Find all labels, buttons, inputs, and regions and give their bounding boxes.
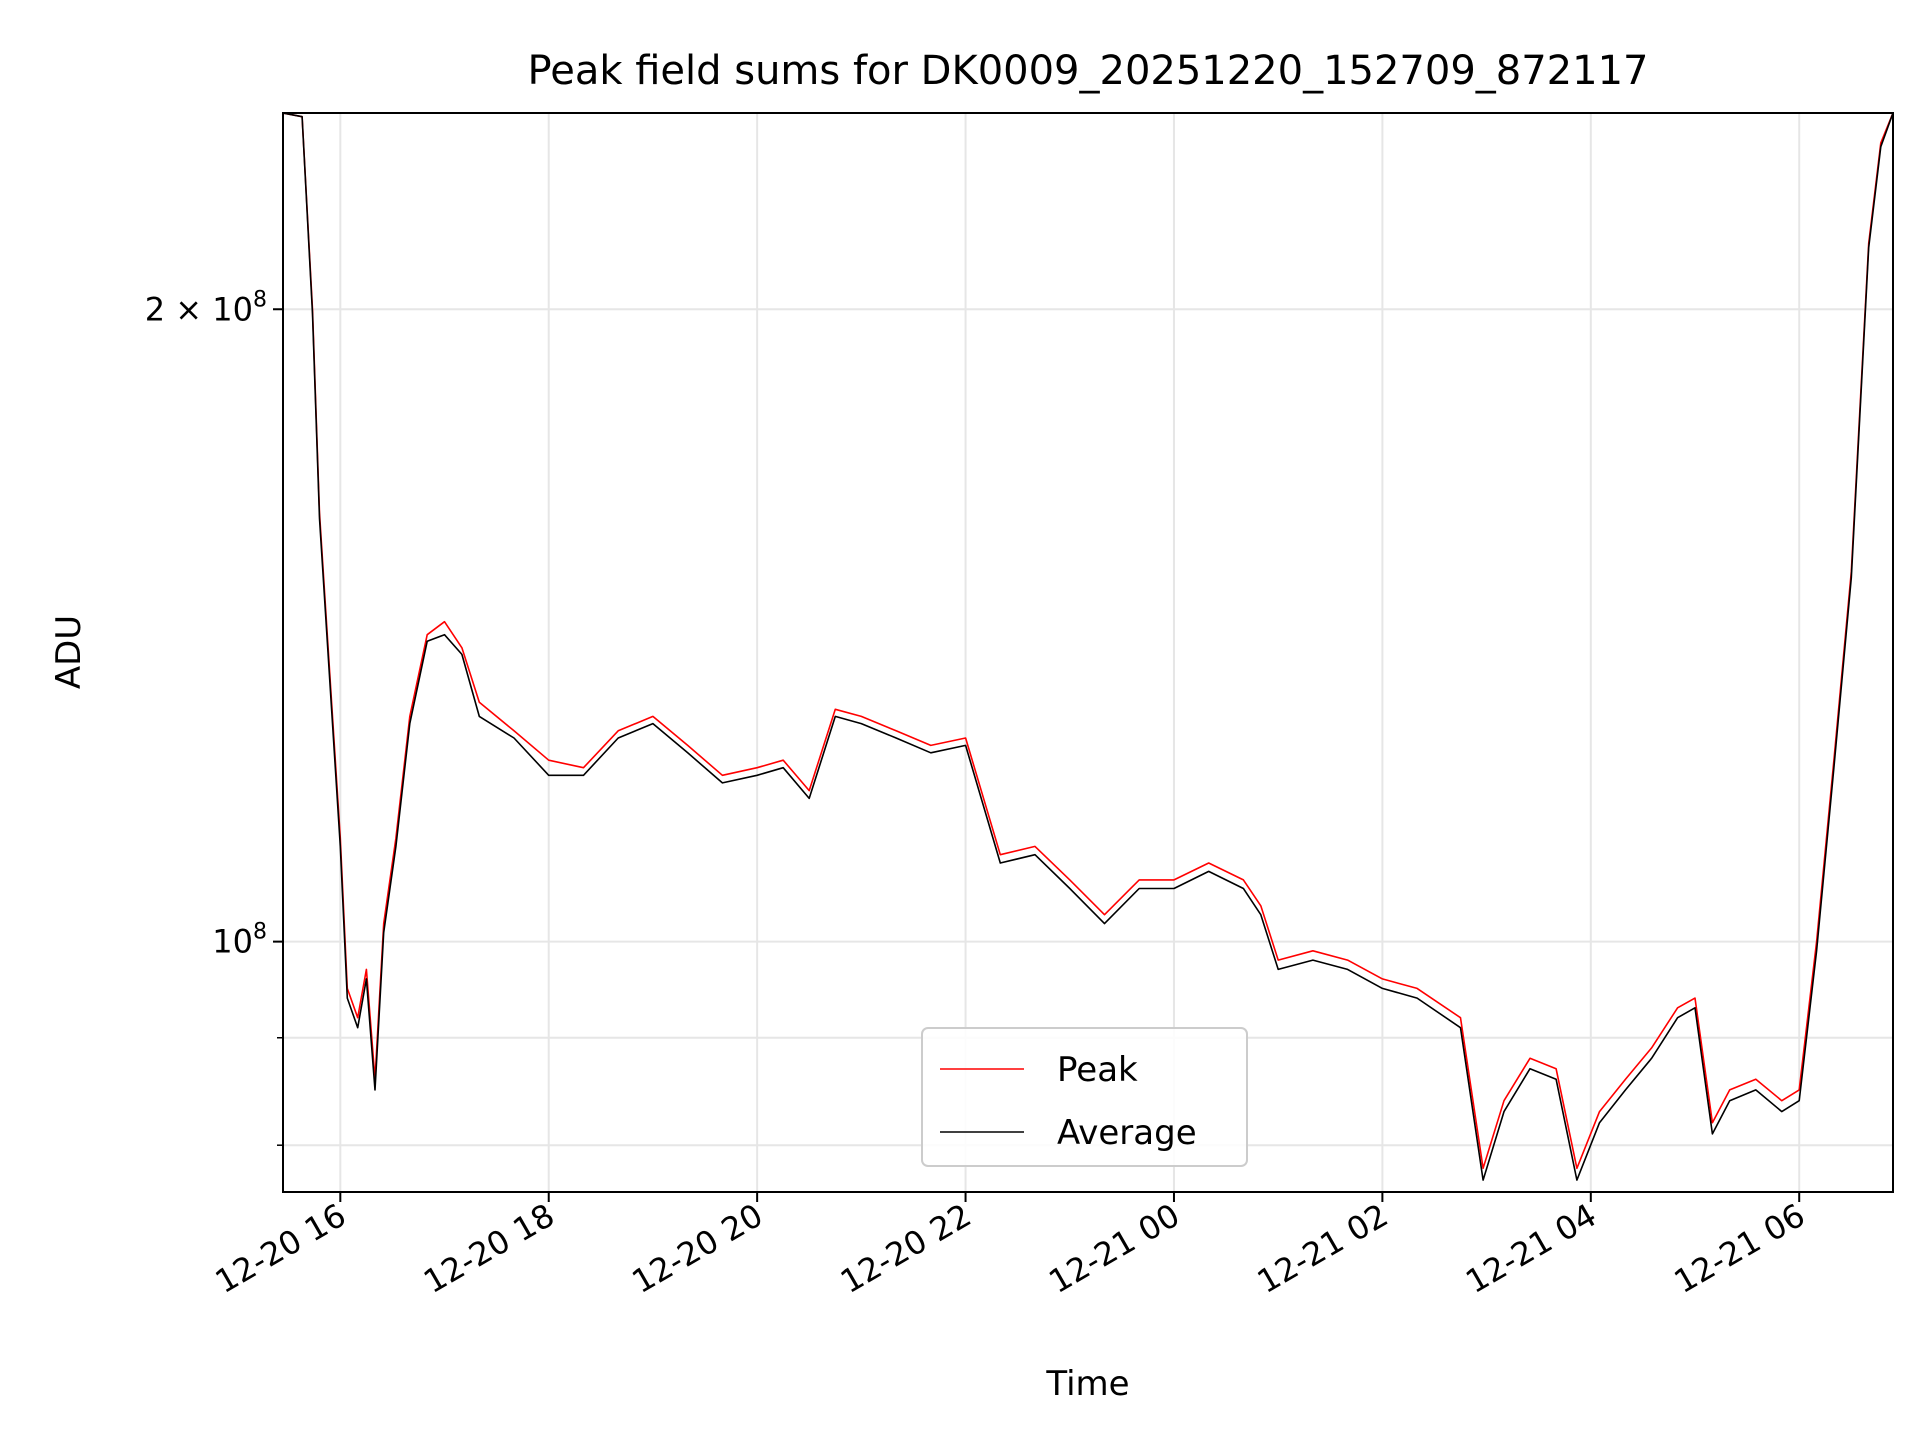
y-tick-exponent: 8	[253, 920, 267, 945]
chart-title: Peak field sums for DK0009_20251220_1527…	[528, 48, 1649, 94]
legend-label-average: Average	[1057, 1113, 1197, 1153]
y-tick-exponent: 8	[253, 287, 267, 312]
series-line-peak	[283, 113, 1893, 1170]
plot-frame	[282, 112, 1894, 1193]
y-tick-label: 2 × 108	[145, 287, 267, 328]
legend-label-peak: Peak	[1057, 1050, 1138, 1090]
legend: Peak Average	[921, 1027, 1248, 1167]
series-line-average	[283, 113, 1893, 1181]
series-layer	[283, 113, 1893, 1181]
x-axis-label: Time	[1045, 1364, 1129, 1404]
y-axis-label: ADU	[49, 615, 89, 689]
